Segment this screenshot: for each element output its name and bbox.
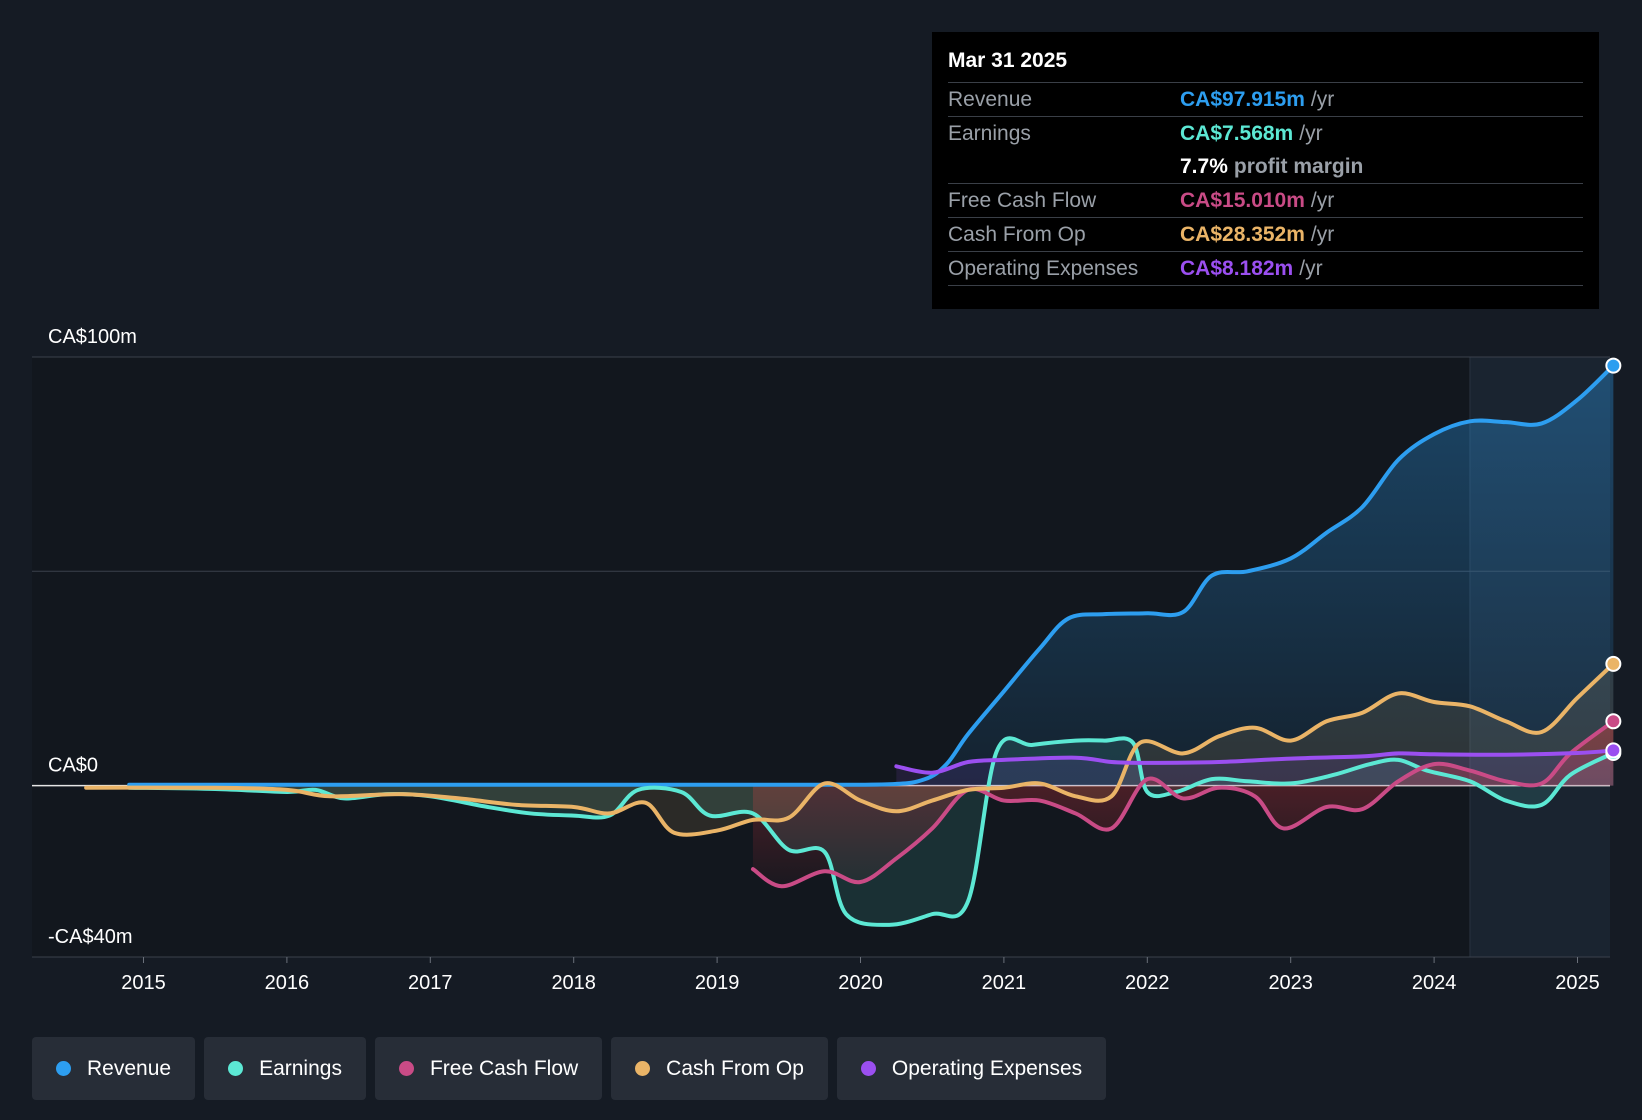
- operating-expenses-line: [894, 748, 1616, 775]
- cash-from-op-area: [86, 663, 1614, 835]
- revenue-end-point: [1605, 357, 1622, 374]
- tooltip-row-profit-margin: 7.7% profit margin: [948, 150, 1583, 183]
- x-axis-label: 2018: [551, 972, 596, 994]
- cash-from-op-dot-icon: [635, 1061, 651, 1076]
- tooltip-unit: /yr: [1310, 222, 1335, 246]
- legend-label: Operating Expenses: [891, 1056, 1083, 1080]
- x-axis-label: 2025: [1555, 972, 1600, 994]
- tooltip-value: CA$28.352m: [1180, 222, 1305, 246]
- tooltip-value: CA$8.182m: [1180, 256, 1294, 280]
- y-axis-label: -CA$40m: [48, 926, 132, 948]
- revenue-line: [127, 363, 1616, 787]
- legend-label: Cash From Op: [666, 1056, 804, 1080]
- tooltip-row-earnings: Earnings CA$7.568m /yr: [948, 116, 1583, 150]
- operating-expenses-end-point: [1605, 742, 1622, 759]
- legend-item-cash-from-op[interactable]: Cash From Op: [611, 1037, 828, 1100]
- earnings-line: [127, 736, 1616, 927]
- tooltip-row-cash-from-op: Cash From Op CA$28.352m /yr: [948, 217, 1583, 251]
- tooltip: Mar 31 2025 Revenue CA$97.915m /yr Earni…: [932, 32, 1599, 309]
- legend-item-free-cash-flow[interactable]: Free Cash Flow: [374, 1037, 603, 1100]
- tooltip-unit: /yr: [1299, 121, 1323, 145]
- x-axis-label: 2019: [695, 972, 740, 994]
- tooltip-label: Revenue: [948, 87, 1033, 111]
- y-axis-label: CA$100m: [48, 326, 137, 348]
- legend-label: Revenue: [87, 1056, 172, 1080]
- cash-from-op-line: [84, 661, 1616, 837]
- free-cash-flow-line: [750, 719, 1616, 889]
- chart: CA$100m CA$0 -CA$40m 2015 2016 2017 2018 2019 20…: [32, 326, 1622, 994]
- free-cash-flow-dot-icon: [398, 1061, 414, 1076]
- tooltip-label: Free Cash Flow: [948, 188, 1097, 212]
- tooltip-label: Cash From Op: [948, 222, 1086, 246]
- x-axis-label: 2023: [1268, 972, 1313, 994]
- profit-margin-value: 7.7%: [1180, 154, 1228, 178]
- tooltip-date: Mar 31 2025: [948, 49, 1068, 72]
- x-axis-label: 2015: [121, 972, 166, 994]
- legend-item-revenue[interactable]: Revenue: [32, 1037, 196, 1100]
- free-cash-flow-end-point: [1605, 713, 1622, 730]
- tooltip-label: Operating Expenses: [948, 256, 1139, 280]
- tooltip-row-revenue: Revenue CA$97.915m /yr: [948, 82, 1583, 116]
- x-axis-label: 2017: [408, 972, 453, 994]
- y-axis-label: CA$0: [48, 755, 98, 777]
- tooltip-row-free-cash-flow: Free Cash Flow CA$15.010m /yr: [948, 183, 1583, 217]
- x-axis-label: 2024: [1412, 972, 1457, 994]
- tooltip-unit: /yr: [1310, 188, 1335, 212]
- tooltip-unit: /yr: [1299, 256, 1323, 280]
- revenue-area: [129, 365, 1614, 786]
- profit-margin-label: profit margin: [1233, 154, 1364, 178]
- operating-expenses-dot-icon: [860, 1061, 876, 1076]
- legend-label: Free Cash Flow: [429, 1056, 579, 1080]
- legend-item-earnings[interactable]: Earnings: [204, 1037, 366, 1100]
- x-axis-label: 2022: [1125, 972, 1170, 994]
- tooltip-value: CA$7.568m: [1180, 121, 1294, 145]
- tooltip-value: CA$15.010m: [1180, 188, 1305, 212]
- revenue-dot-icon: [56, 1061, 71, 1076]
- legend-item-operating-expenses[interactable]: Operating Expenses: [836, 1037, 1107, 1100]
- x-axis-label: 2021: [982, 972, 1027, 994]
- tooltip-value: CA$97.915m: [1180, 87, 1305, 111]
- x-axis-label: 2016: [265, 972, 310, 994]
- tooltip-unit: /yr: [1310, 87, 1335, 111]
- tooltip-row-operating-expenses: Operating Expenses CA$8.182m /yr: [948, 251, 1583, 286]
- legend-label: Earnings: [259, 1056, 342, 1080]
- tooltip-label: Earnings: [948, 121, 1031, 145]
- x-axis-label: 2020: [838, 972, 883, 994]
- earnings-dot-icon: [228, 1061, 244, 1076]
- cash-from-op-end-point: [1605, 655, 1622, 672]
- legend: Revenue Earnings Free Cash Flow Cash Fro…: [32, 1037, 1107, 1100]
